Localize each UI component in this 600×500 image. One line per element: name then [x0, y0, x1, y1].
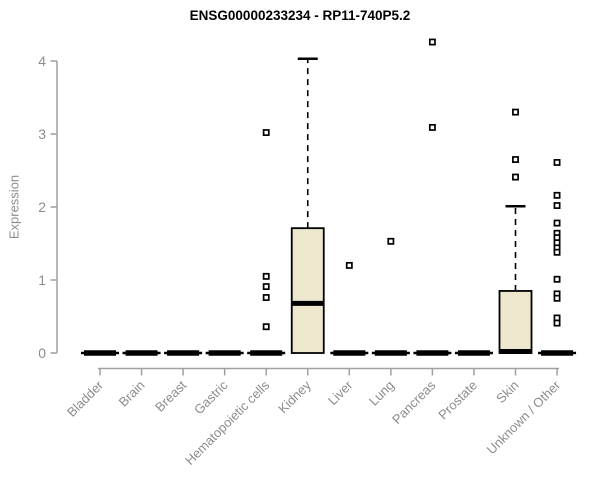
zero-box: [457, 350, 490, 356]
outlier-point: [553, 248, 561, 256]
outlier-point: [262, 129, 270, 136]
zero-box: [84, 350, 116, 356]
x-category-label: Bladder: [64, 377, 107, 420]
zero-box: [250, 350, 283, 356]
y-axis-tick-label: 3: [38, 126, 46, 142]
x-category-label: Gastric: [191, 377, 231, 417]
zero-box: [416, 350, 449, 356]
y-axis-tick-label: 4: [38, 53, 46, 69]
outlier-point: [512, 156, 519, 163]
x-category-label: Brain: [116, 378, 148, 410]
zero-box: [541, 350, 574, 356]
outlier-point: [387, 237, 395, 245]
zero-box: [208, 350, 241, 356]
x-category-label: Kidney: [275, 377, 314, 416]
y-axis-tick-label: 2: [38, 199, 46, 215]
y-axis-tick-label: 1: [38, 272, 46, 288]
x-category-label: Breast: [152, 377, 189, 414]
outlier-point: [553, 294, 561, 302]
zero-box: [333, 350, 366, 356]
box: [498, 290, 533, 354]
zero-box: [167, 350, 200, 356]
x-category-label: Lung: [366, 378, 397, 409]
outlier-point: [262, 294, 270, 301]
x-category-label: Unknown / Other: [484, 377, 564, 457]
outlier-point: [553, 202, 561, 209]
box: [290, 227, 325, 354]
zero-box: [125, 350, 158, 356]
outlier-point: [553, 219, 561, 227]
zero-box: [374, 350, 407, 356]
x-category-label: Liver: [325, 377, 356, 408]
outlier-point: [553, 319, 561, 327]
chart-title: ENSG00000233234 - RP11-740P5.2: [189, 8, 411, 23]
outlier-point: [345, 261, 353, 269]
outlier-point: [512, 108, 519, 116]
x-category-label: Prostate: [435, 378, 480, 423]
outlier-point: [262, 272, 270, 280]
y-axis-tick-label: 0: [38, 345, 46, 361]
outlier-point: [553, 191, 561, 199]
outlier-point: [553, 159, 561, 166]
outlier-point: [262, 283, 270, 291]
outlier-point: [428, 38, 436, 46]
x-category-label: Pancreas: [389, 377, 439, 427]
outlier-point: [428, 123, 436, 131]
outlier-point: [512, 173, 519, 181]
x-category-label: Skin: [493, 378, 521, 406]
outlier-point: [553, 275, 561, 283]
outlier-point: [262, 323, 270, 331]
